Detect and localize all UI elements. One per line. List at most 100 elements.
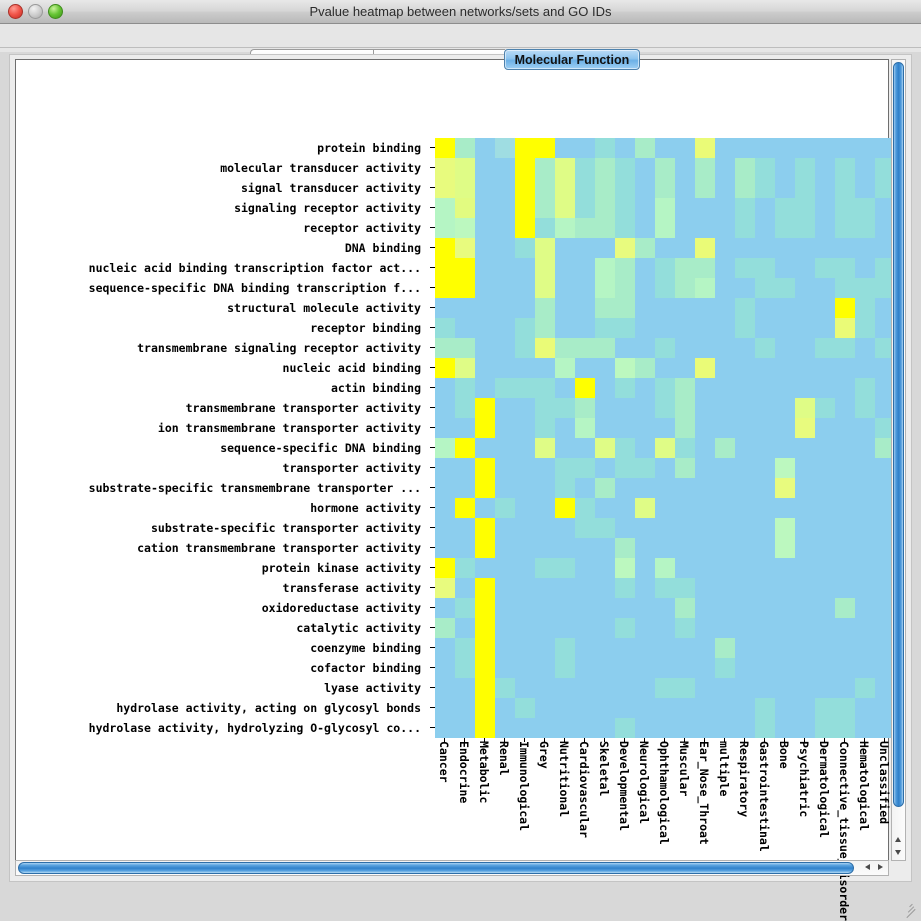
heatmap-cell[interactable] [495,318,515,338]
heatmap-cell[interactable] [855,378,875,398]
heatmap-cell[interactable] [815,638,835,658]
heatmap-cell[interactable] [695,138,715,158]
heatmap-cell[interactable] [435,338,455,358]
heatmap-cell[interactable] [695,198,715,218]
heatmap-cell[interactable] [775,138,795,158]
heatmap-cell[interactable] [435,298,455,318]
heatmap-cell[interactable] [695,698,715,718]
heatmap-cell[interactable] [875,298,895,318]
heatmap-cell[interactable] [795,678,815,698]
heatmap-cell[interactable] [475,398,495,418]
heatmap-cell[interactable] [875,238,895,258]
horizontal-scrollbar[interactable] [15,860,889,876]
heatmap-cell[interactable] [835,438,855,458]
heatmap-cell[interactable] [575,178,595,198]
heatmap-cell[interactable] [795,698,815,718]
heatmap-cell[interactable] [855,158,875,178]
heatmap-cell[interactable] [435,218,455,238]
heatmap-cell[interactable] [615,418,635,438]
heatmap-cell[interactable] [555,478,575,498]
heatmap-cell[interactable] [635,238,655,258]
heatmap-cell[interactable] [535,258,555,278]
heatmap-cell[interactable] [775,658,795,678]
scroll-up-icon[interactable] [892,832,905,846]
heatmap-cell[interactable] [555,498,575,518]
heatmap-cell[interactable] [635,458,655,478]
heatmap-cell[interactable] [595,578,615,598]
heatmap-cell[interactable] [735,238,755,258]
heatmap-cell[interactable] [635,198,655,218]
heatmap-cell[interactable] [695,638,715,658]
heatmap-cell[interactable] [675,318,695,338]
heatmap-cell[interactable] [535,358,555,378]
heatmap-cell[interactable] [715,498,735,518]
heatmap-cell[interactable] [715,398,735,418]
heatmap-cell[interactable] [815,518,835,538]
tab-molecular-function[interactable]: Molecular Function [503,49,641,70]
heatmap-cell[interactable] [615,318,635,338]
heatmap-cell[interactable] [635,698,655,718]
heatmap-cell[interactable] [715,378,735,398]
heatmap-cell[interactable] [435,178,455,198]
heatmap-cell[interactable] [555,558,575,578]
heatmap-cell[interactable] [695,338,715,358]
heatmap-cell[interactable] [875,258,895,278]
heatmap-cell[interactable] [495,418,515,438]
heatmap-cell[interactable] [455,538,475,558]
heatmap-cell[interactable] [855,438,875,458]
heatmap-cell[interactable] [515,298,535,318]
heatmap-cell[interactable] [475,178,495,198]
heatmap-cell[interactable] [455,658,475,678]
heatmap-cell[interactable] [695,178,715,198]
heatmap-cell[interactable] [515,638,535,658]
heatmap-cell[interactable] [455,558,475,578]
heatmap-cell[interactable] [875,138,895,158]
vertical-scrollbar[interactable] [891,59,906,861]
heatmap-cell[interactable] [715,298,735,318]
heatmap-cell[interactable] [875,158,895,178]
heatmap-cell[interactable] [815,718,835,738]
heatmap-cell[interactable] [715,238,735,258]
heatmap-cell[interactable] [835,318,855,338]
heatmap-cell[interactable] [675,598,695,618]
heatmap-cell[interactable] [615,698,635,718]
heatmap-cell[interactable] [455,278,475,298]
heatmap-cell[interactable] [795,218,815,238]
heatmap-cell[interactable] [675,378,695,398]
heatmap-cell[interactable] [515,438,535,458]
heatmap-cell[interactable] [635,178,655,198]
heatmap-cell[interactable] [515,318,535,338]
heatmap-cell[interactable] [515,178,535,198]
heatmap-cell[interactable] [595,258,615,278]
heatmap-cell[interactable] [455,498,475,518]
heatmap-cell[interactable] [535,238,555,258]
heatmap-cell[interactable] [795,558,815,578]
heatmap-cell[interactable] [535,618,555,638]
heatmap-cell[interactable] [655,698,675,718]
heatmap-cell[interactable] [535,678,555,698]
heatmap-cell[interactable] [695,598,715,618]
heatmap-cell[interactable] [435,558,455,578]
heatmap-cell[interactable] [735,618,755,638]
heatmap-cell[interactable] [595,338,615,358]
heatmap-cell[interactable] [555,218,575,238]
heatmap-cell[interactable] [875,458,895,478]
heatmap-cell[interactable] [495,498,515,518]
heatmap-cell[interactable] [815,138,835,158]
heatmap-cell[interactable] [475,478,495,498]
heatmap-cell[interactable] [675,398,695,418]
heatmap-cell[interactable] [815,658,835,678]
heatmap-cell[interactable] [475,578,495,598]
heatmap-cell[interactable] [455,418,475,438]
close-button[interactable] [8,4,23,19]
heatmap-cell[interactable] [875,198,895,218]
heatmap-cell[interactable] [755,218,775,238]
heatmap-cell[interactable] [635,258,655,278]
heatmap-cell[interactable] [495,278,515,298]
heatmap-cell[interactable] [775,578,795,598]
heatmap-cell[interactable] [755,618,775,638]
heatmap-cell[interactable] [795,438,815,458]
heatmap-cell[interactable] [675,478,695,498]
heatmap-cell[interactable] [835,598,855,618]
heatmap-cell[interactable] [575,618,595,638]
